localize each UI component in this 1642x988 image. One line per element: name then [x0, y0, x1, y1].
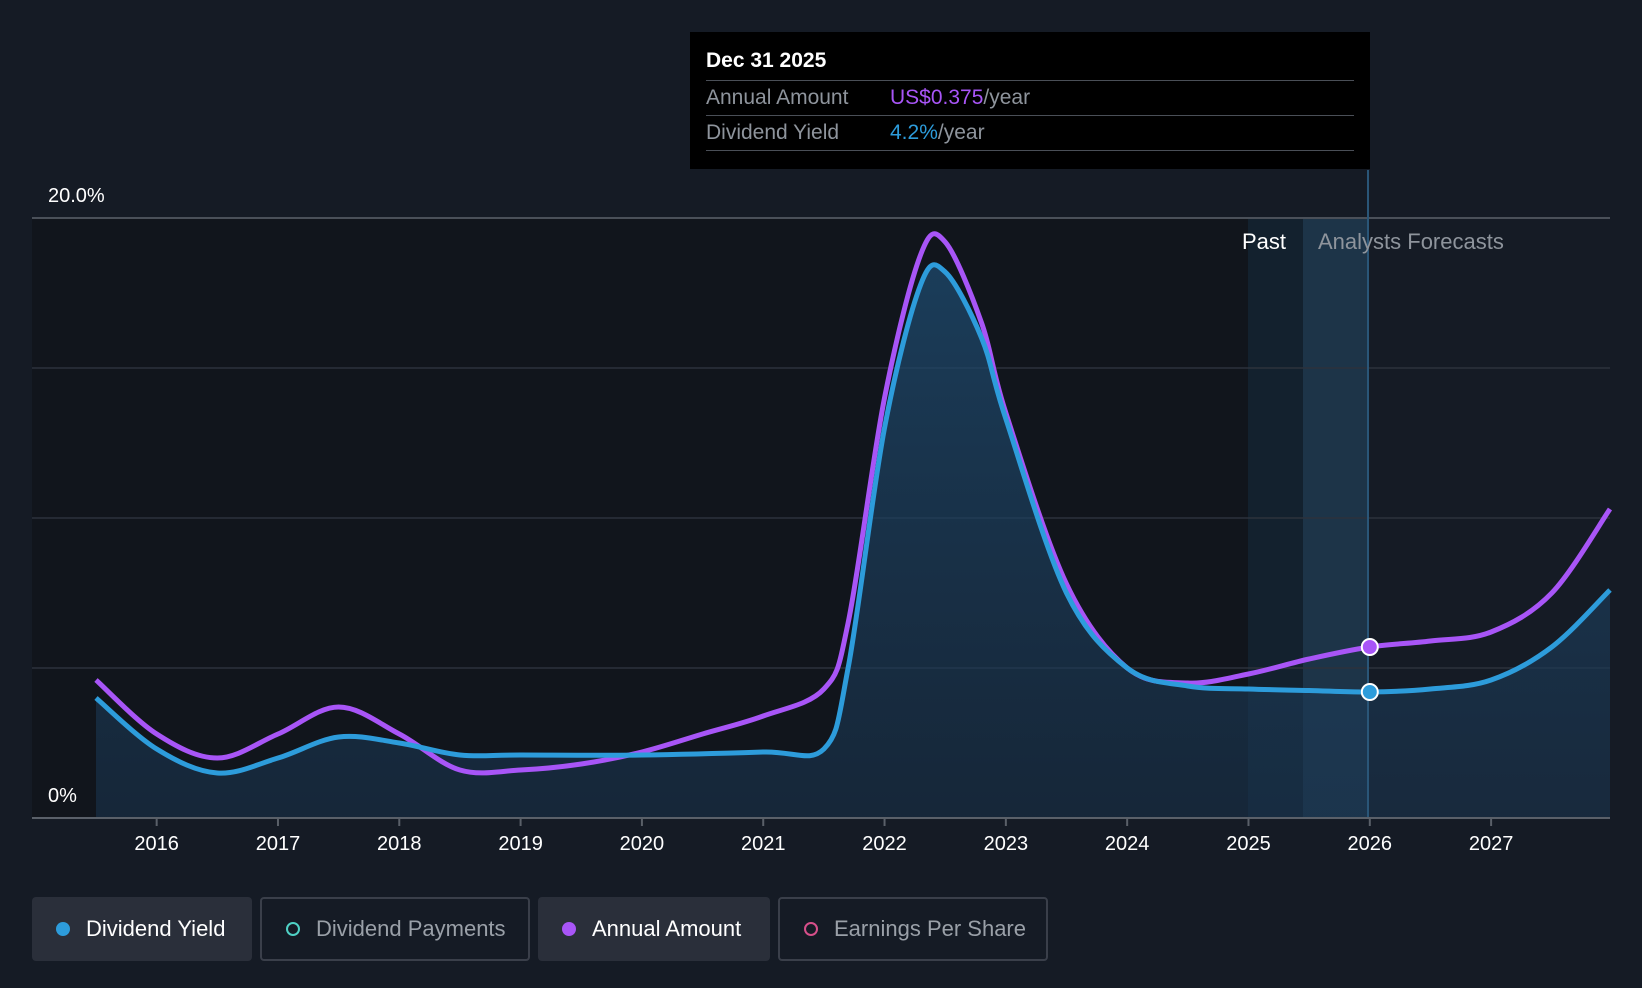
x-tick-label: 2026 [1348, 833, 1393, 855]
past-label: Past [1242, 229, 1286, 254]
tooltip-yield-value: 4.2% [890, 121, 938, 144]
y-tick-top: 20.0% [48, 185, 105, 207]
x-tick-label: 2027 [1469, 833, 1514, 855]
x-tick-label: 2018 [377, 833, 422, 855]
x-tick-label: 2024 [1105, 833, 1150, 855]
legend-earnings-per-share[interactable]: Earnings Per Share [778, 897, 1048, 961]
annual-amount-marker [1360, 638, 1379, 656]
y-tick-bottom: 0% [48, 785, 77, 807]
x-tick-label: 2023 [984, 833, 1029, 855]
dividend-yield-area [96, 264, 1610, 818]
tooltip-yield-row: Dividend Yield 4.2% /year [706, 115, 1354, 151]
tooltip: Dec 31 2025 Annual Amount US$0.375 /year… [690, 32, 1370, 169]
earnings-per-share-ring-icon [804, 922, 818, 936]
x-tick-label: 2021 [741, 833, 786, 855]
annual-amount-dot-icon [562, 922, 576, 936]
tooltip-date: Dec 31 2025 [706, 49, 827, 72]
legend-earnings-per-share-label: Earnings Per Share [834, 916, 1026, 941]
legend-dividend-yield-label: Dividend Yield [86, 916, 226, 941]
dividend-yield-dot-icon [56, 922, 70, 936]
legend-annual-amount-label: Annual Amount [592, 916, 742, 941]
tooltip-yield-label: Dividend Yield [706, 121, 840, 144]
x-tick-label: 2017 [256, 833, 301, 855]
x-tick-label: 2020 [620, 833, 665, 855]
annual-amount-line [94, 231, 1613, 776]
x-tick-label: 2016 [134, 833, 179, 855]
legend-dividend-yield[interactable]: Dividend Yield [32, 897, 252, 961]
x-axis-ticks: 2016 2017 2018 2019 2020 2021 2022 2023 2024 2025… [134, 818, 1513, 855]
dividend-yield-marker [1360, 683, 1379, 701]
x-tick-label: 2019 [498, 833, 543, 855]
tooltip-annual-unit: /year [983, 86, 1031, 109]
x-tick-label: 2022 [862, 833, 907, 855]
dividend-payments-ring-icon [286, 922, 300, 936]
tooltip-annual-label: Annual Amount [706, 86, 849, 109]
legend-dividend-payments[interactable]: Dividend Payments [260, 897, 530, 961]
tooltip-annual-row: Annual Amount US$0.375 /year [706, 80, 1354, 115]
grid-lines [32, 217, 1610, 669]
x-tick-label: 2025 [1226, 833, 1271, 855]
forecast-label: Analysts Forecasts [1318, 229, 1504, 254]
legend-annual-amount[interactable]: Annual Amount [538, 897, 770, 961]
tooltip-yield-unit: /year [937, 121, 985, 144]
legend-dividend-payments-label: Dividend Payments [316, 916, 506, 941]
tooltip-annual-value: US$0.375 [890, 86, 984, 109]
dividend-yield-line [94, 262, 1612, 776]
